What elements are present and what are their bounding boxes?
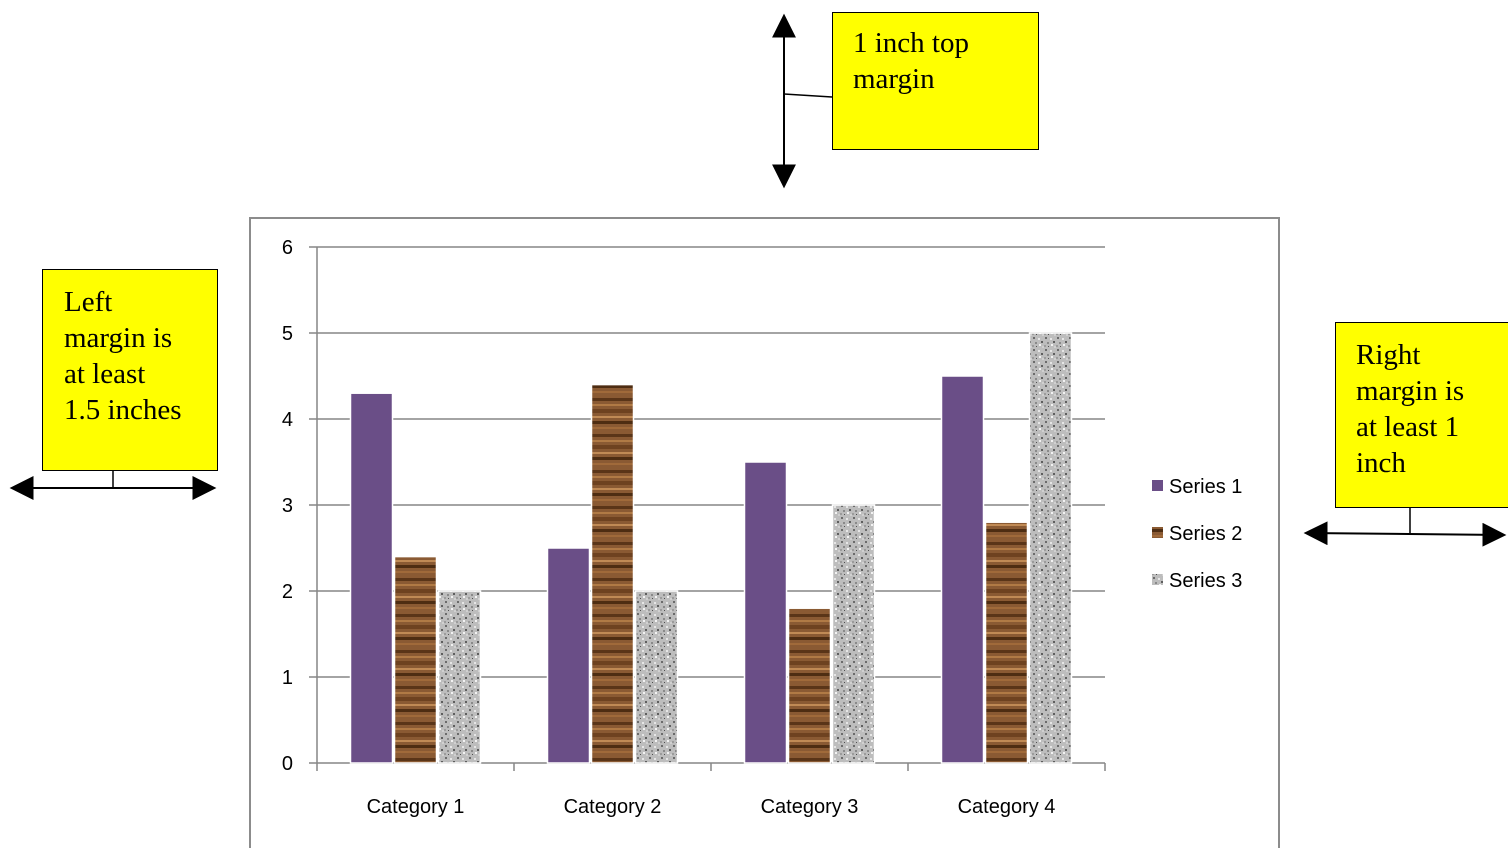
x-tick-label: Category 2 (564, 796, 662, 818)
bar-series3-category4 (1028, 332, 1073, 764)
y-tick-label: 3 (282, 495, 293, 517)
bar-series3-category1 (437, 590, 482, 764)
bar-series2-category1 (393, 555, 438, 764)
legend: Series 1 Series 2 Series 3 (1152, 476, 1242, 592)
y-tick-label: 4 (282, 409, 293, 431)
legend-swatch-series2 (1152, 527, 1163, 538)
bar-series1-category2 (546, 547, 591, 764)
bar-series1-category4 (940, 375, 985, 764)
bar-series1-category3 (743, 461, 788, 764)
legend-swatch-series1 (1152, 480, 1163, 491)
chart-area (249, 217, 1280, 848)
bars (349, 332, 1073, 764)
x-tick-labels: Category 1 Category 2 Category 3 Category 4 (367, 796, 1056, 818)
bar-series1-category1 (349, 392, 394, 764)
top-margin-note: 1 inch top margin (832, 12, 1039, 150)
legend-swatch-series3 (1152, 574, 1163, 585)
y-tick-label: 0 (282, 753, 293, 775)
y-tick-label: 6 (282, 237, 293, 259)
bar-series2-category2 (590, 383, 635, 764)
right-margin-note: Right margin is at least 1 inch (1335, 322, 1508, 508)
legend-label: Series 1 (1169, 476, 1242, 498)
x-tick-label: Category 1 (367, 796, 465, 818)
y-tick-label: 5 (282, 323, 293, 345)
right-margin-arrow (1303, 521, 1507, 547)
y-tick-label: 1 (282, 667, 293, 689)
legend-label: Series 2 (1169, 523, 1242, 545)
x-tick-label: Category 4 (958, 796, 1056, 818)
bar-series2-category3 (787, 607, 832, 764)
x-tick-label: Category 3 (761, 796, 859, 818)
y-tick-labels: 0 1 2 3 4 5 6 (282, 237, 293, 775)
y-tick-label: 2 (282, 581, 293, 603)
left-margin-note: Left margin is at least 1.5 inches (42, 269, 218, 471)
bar-series3-category3 (831, 504, 876, 764)
legend-label: Series 3 (1169, 570, 1242, 592)
top-margin-connector (783, 93, 833, 98)
bar-series2-category4 (984, 521, 1029, 764)
bar-series3-category2 (634, 590, 679, 764)
